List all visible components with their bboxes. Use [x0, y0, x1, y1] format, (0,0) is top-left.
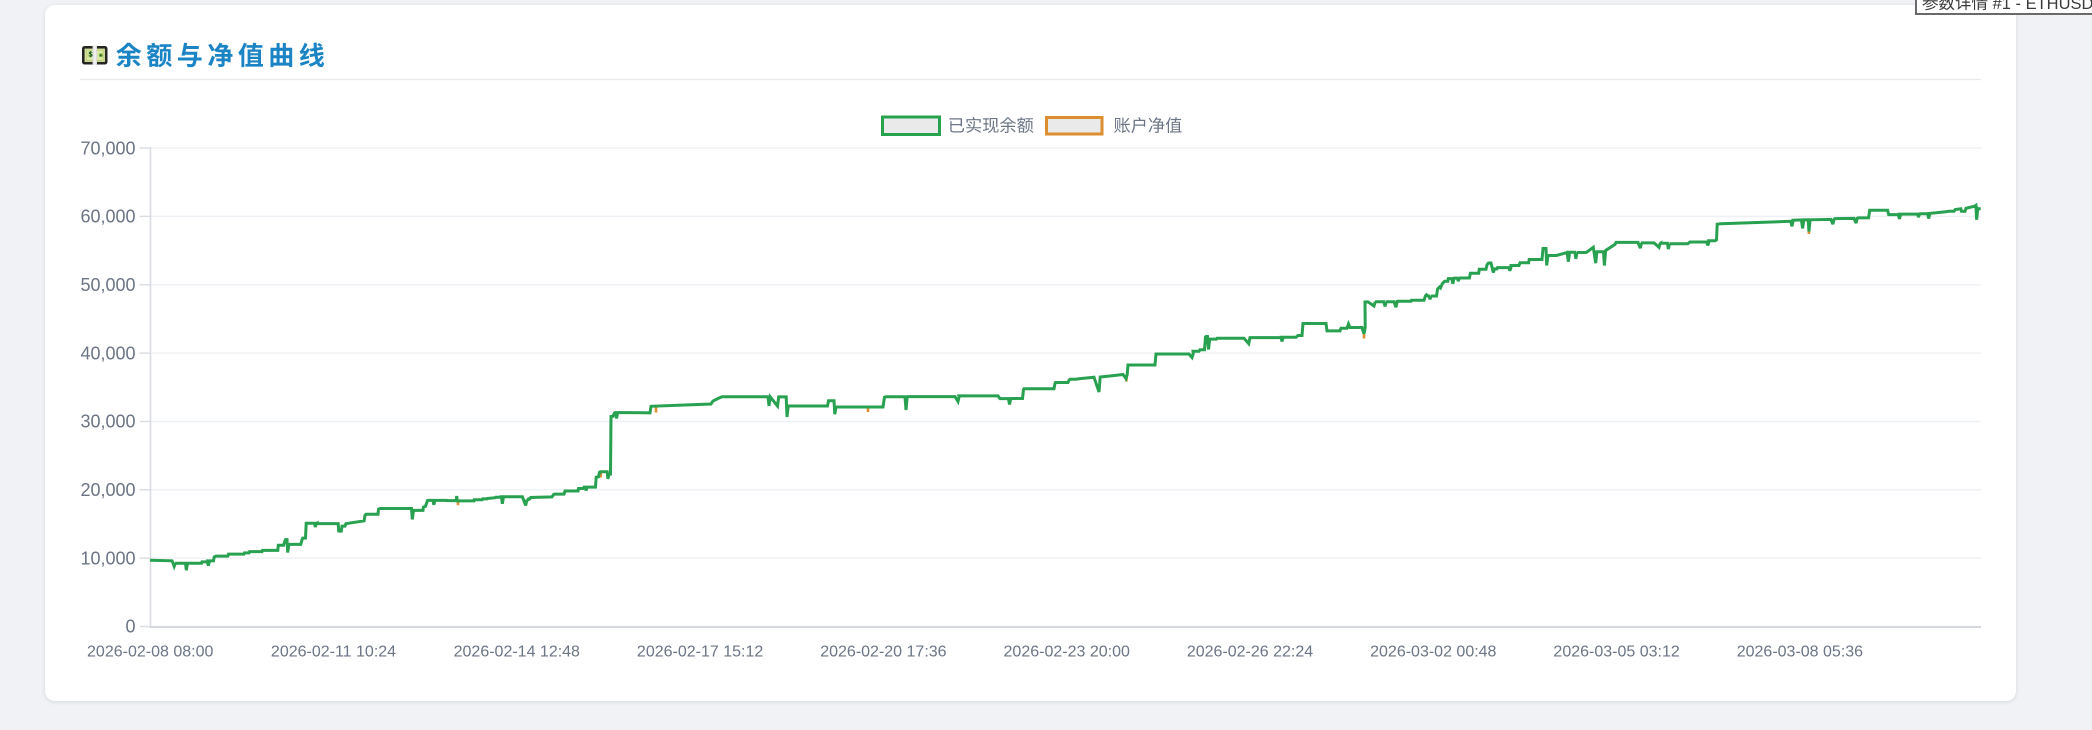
svg-text:0: 0 — [125, 617, 135, 637]
svg-text:10,000: 10,000 — [80, 548, 135, 568]
svg-text:30,000: 30,000 — [80, 412, 135, 432]
svg-text:2026-03-05 03:12: 2026-03-05 03:12 — [1553, 644, 1679, 661]
svg-text:20,000: 20,000 — [80, 480, 135, 500]
svg-text:2026-02-17 15:12: 2026-02-17 15:12 — [637, 644, 763, 661]
svg-text:40,000: 40,000 — [80, 343, 135, 363]
svg-text:2026-02-26 22:24: 2026-02-26 22:24 — [1187, 644, 1313, 661]
svg-text:2026-03-08 05:36: 2026-03-08 05:36 — [1737, 644, 1863, 661]
svg-text:2026-02-08 08:00: 2026-02-08 08:00 — [87, 644, 213, 661]
svg-text:2026-02-20 17:36: 2026-02-20 17:36 — [820, 644, 946, 661]
svg-text:50,000: 50,000 — [80, 275, 135, 295]
svg-text:60,000: 60,000 — [80, 207, 135, 227]
svg-text:2026-02-14 12:48: 2026-02-14 12:48 — [454, 644, 580, 661]
svg-text:70,000: 70,000 — [80, 138, 135, 158]
svg-text:#1 - ETHUSDT: #1 - ETHUSDT — [1988, 0, 2092, 13]
svg-text:2026-03-02 00:48: 2026-03-02 00:48 — [1370, 644, 1496, 661]
svg-text:2026-02-11 10:24: 2026-02-11 10:24 — [271, 644, 396, 661]
svg-text:2026-02-23 20:00: 2026-02-23 20:00 — [1004, 644, 1130, 661]
